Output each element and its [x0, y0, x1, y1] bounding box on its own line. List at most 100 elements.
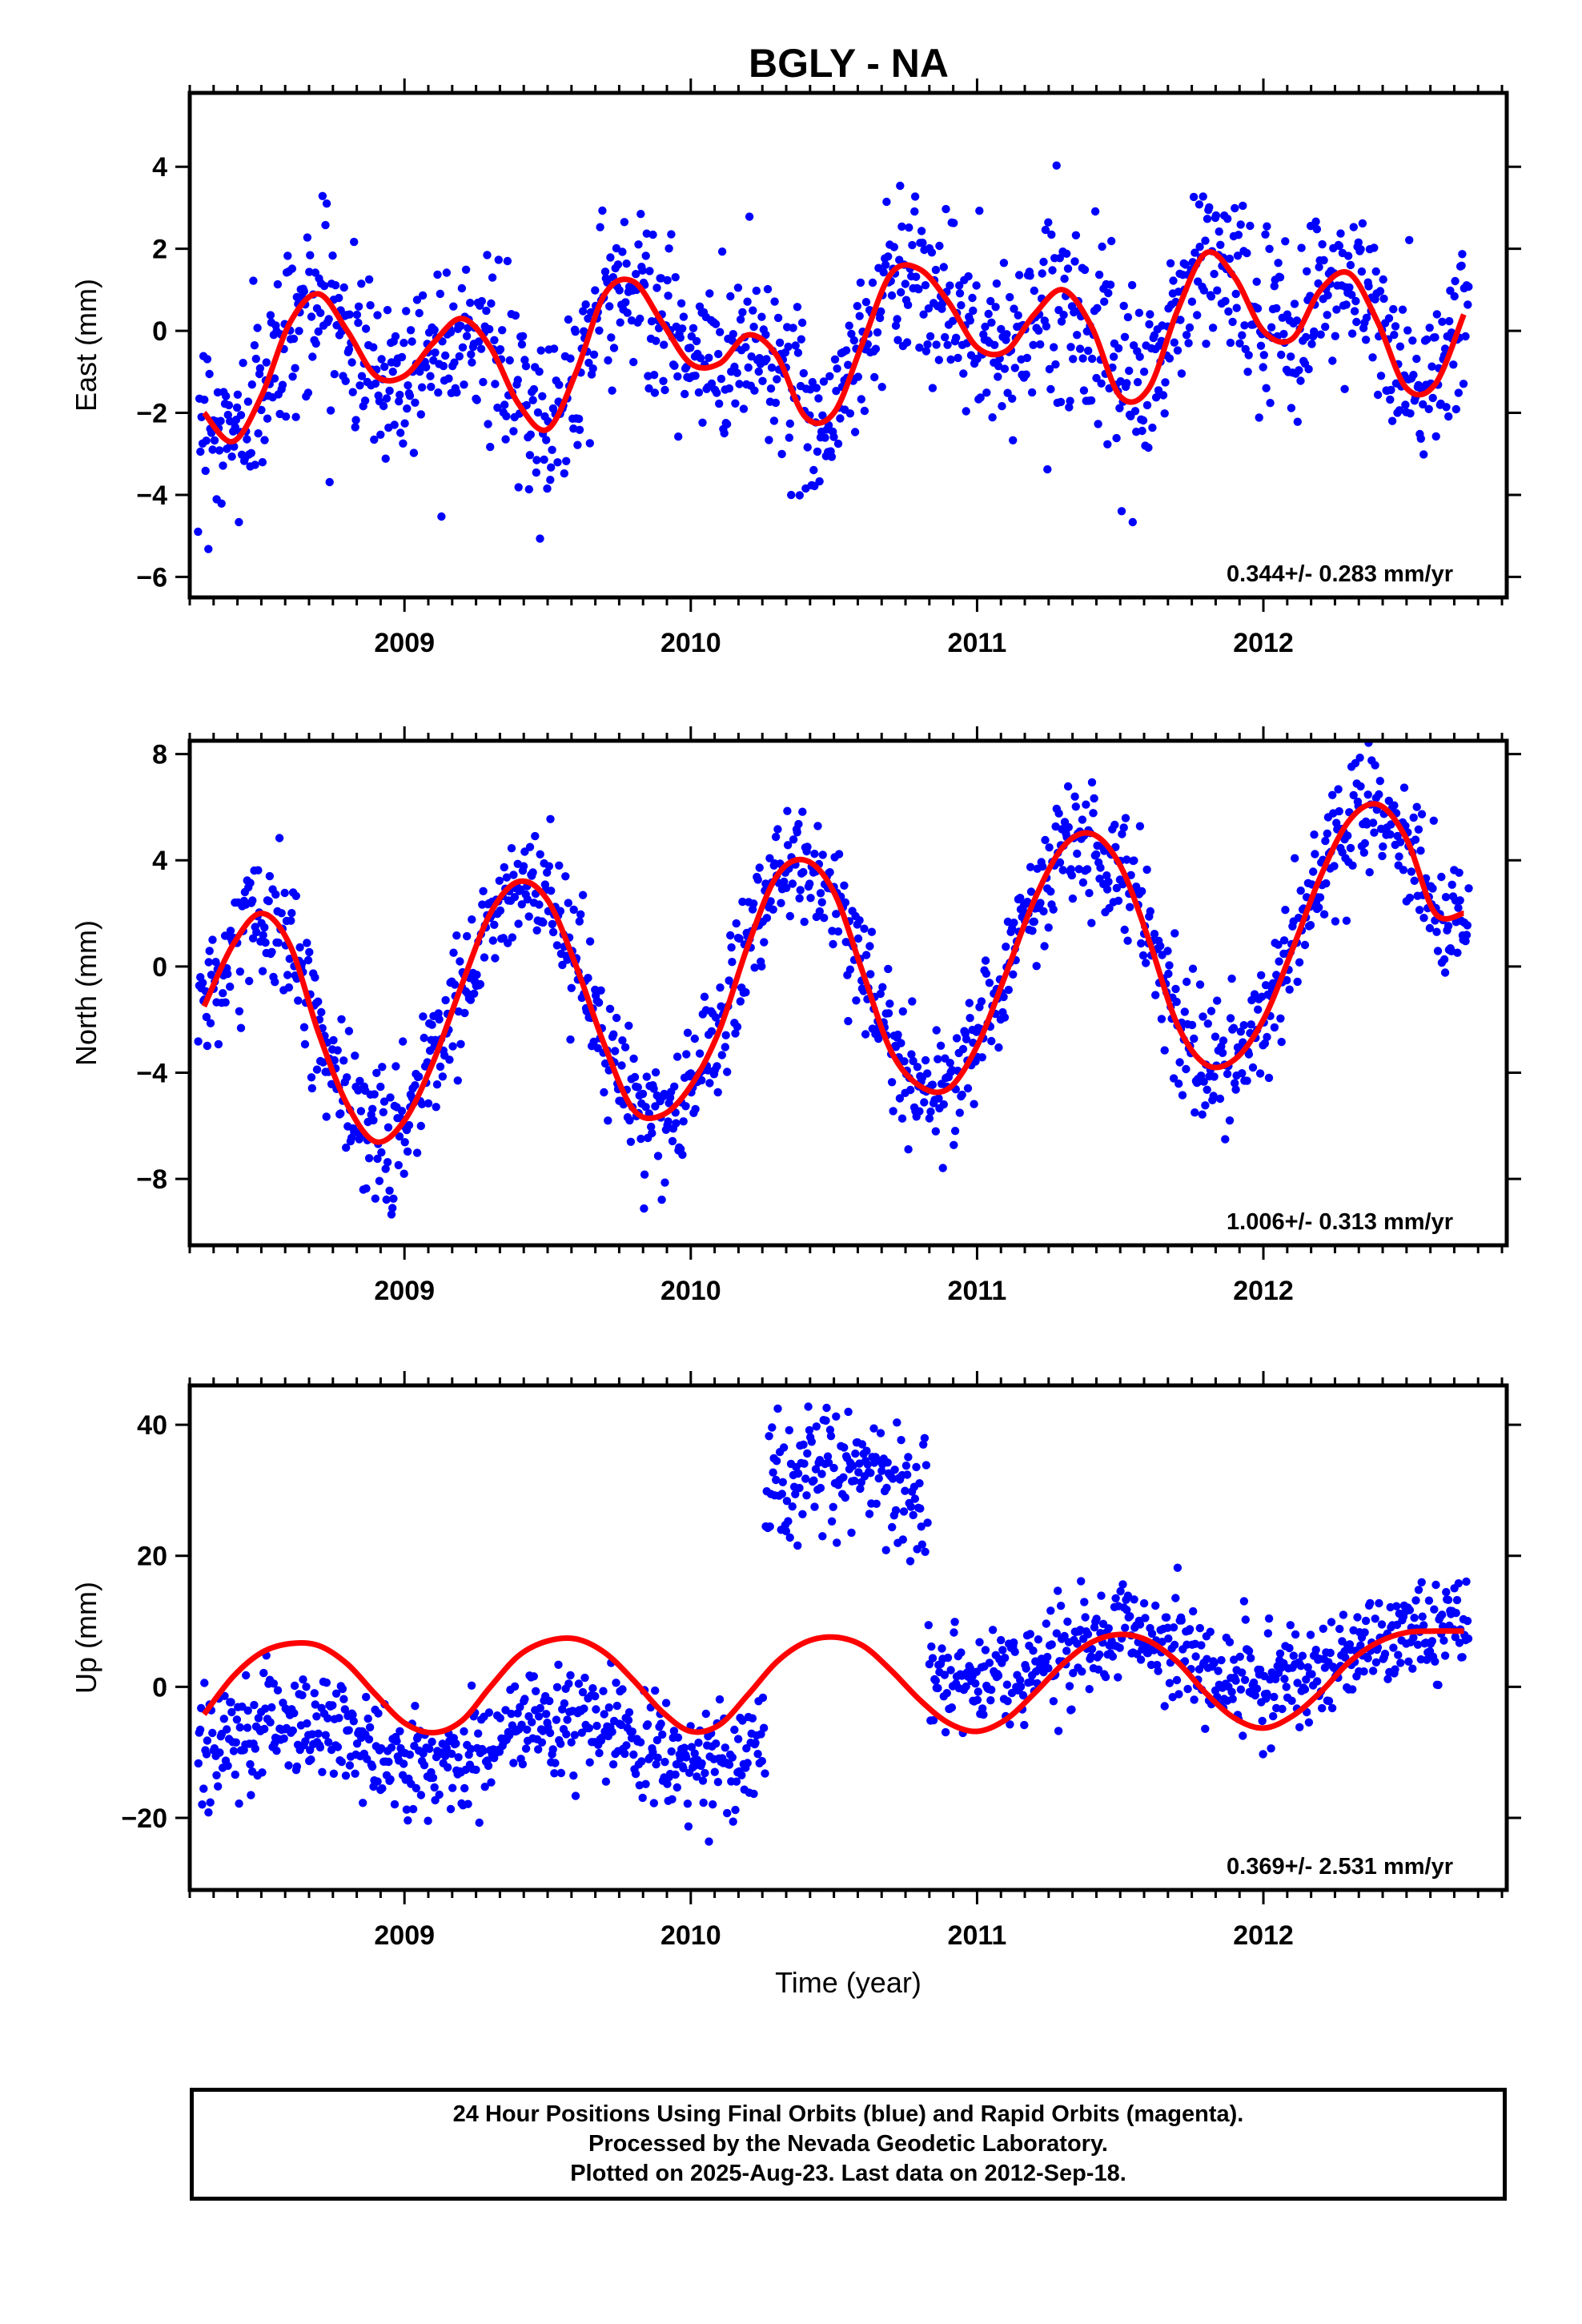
data-point	[1046, 887, 1055, 896]
data-point	[1114, 896, 1123, 906]
data-point	[246, 1759, 255, 1769]
data-point	[959, 369, 968, 378]
data-point	[560, 1699, 569, 1708]
x-tick-label: 2010	[661, 628, 721, 658]
data-point	[1289, 1651, 1299, 1660]
data-point	[219, 1715, 228, 1723]
data-point	[354, 1086, 363, 1095]
data-point	[509, 870, 518, 879]
data-point	[1236, 1027, 1246, 1036]
data-point	[1409, 1633, 1418, 1642]
data-point	[1082, 865, 1092, 874]
data-point	[199, 1784, 208, 1793]
data-point	[474, 337, 484, 346]
data-point	[717, 1051, 726, 1059]
data-point	[1180, 1007, 1190, 1016]
data-point	[1045, 843, 1054, 852]
data-point	[952, 1034, 962, 1043]
data-point	[514, 483, 523, 492]
rate-label: 1.006+/- 0.313 mm/yr	[1227, 1209, 1453, 1235]
data-point	[943, 1653, 953, 1663]
data-point	[1321, 836, 1330, 846]
data-point	[1318, 239, 1327, 249]
data-point	[287, 916, 295, 925]
data-point	[1066, 865, 1075, 874]
data-point	[584, 974, 592, 983]
data-point	[727, 943, 736, 952]
data-point	[496, 345, 505, 354]
data-point	[969, 306, 978, 316]
data-point	[513, 376, 522, 384]
data-point	[1150, 930, 1159, 939]
data-point	[1339, 1610, 1348, 1619]
data-point	[844, 1407, 853, 1417]
data-point	[707, 1027, 717, 1036]
data-point	[1213, 286, 1222, 295]
data-point	[1375, 287, 1385, 296]
data-point	[1060, 274, 1069, 283]
data-point	[798, 807, 807, 816]
data-point	[1295, 1723, 1304, 1731]
data-point	[738, 897, 747, 907]
data-point	[1321, 322, 1330, 332]
data-point	[532, 926, 541, 935]
data-point	[1244, 1647, 1254, 1655]
data-point	[673, 372, 682, 381]
data-point	[325, 477, 334, 487]
data-point	[1138, 887, 1146, 896]
data-point	[536, 346, 545, 355]
data-point	[204, 958, 213, 967]
data-point	[1238, 1069, 1247, 1078]
data-point	[1165, 1679, 1174, 1687]
data-point	[248, 896, 257, 905]
data-point	[815, 907, 824, 916]
data-point	[965, 999, 974, 1007]
data-point	[741, 343, 750, 352]
data-point	[608, 1727, 616, 1736]
data-point	[805, 1425, 814, 1435]
y-tick-label: −8	[136, 1164, 167, 1195]
data-point	[687, 1743, 697, 1751]
data-point	[526, 430, 535, 439]
data-point	[1144, 443, 1153, 452]
data-point	[663, 1779, 672, 1788]
data-point	[337, 1015, 346, 1024]
data-point	[689, 324, 698, 332]
data-point	[520, 1695, 529, 1703]
data-point	[656, 274, 665, 283]
data-point	[1297, 243, 1306, 252]
data-point	[596, 223, 604, 231]
data-point	[318, 1767, 327, 1776]
data-point	[1410, 876, 1419, 886]
data-point	[725, 1760, 734, 1769]
data-point	[1044, 218, 1053, 227]
data-point	[698, 1776, 708, 1785]
data-point	[331, 1689, 341, 1698]
data-point	[832, 910, 841, 919]
data-point	[1087, 1645, 1097, 1654]
data-point	[250, 1700, 259, 1710]
data-point	[642, 1072, 651, 1081]
data-point	[269, 1679, 279, 1688]
data-point	[491, 380, 500, 388]
data-point	[1174, 1080, 1183, 1088]
data-point	[518, 1759, 528, 1769]
data-point	[782, 883, 791, 893]
data-point	[796, 886, 805, 895]
data-point	[812, 384, 821, 392]
data-point	[1233, 251, 1243, 260]
data-point	[731, 1029, 740, 1038]
data-point	[1029, 1647, 1038, 1655]
data-point	[1260, 1039, 1270, 1048]
data-point	[751, 1739, 760, 1747]
data-point	[793, 1469, 803, 1478]
data-point	[299, 1023, 309, 1031]
data-point	[1010, 304, 1018, 313]
data-point	[1332, 818, 1341, 827]
data-point	[242, 1671, 251, 1680]
data-point	[1461, 937, 1470, 946]
data-point	[388, 368, 397, 376]
data-point	[1348, 861, 1357, 870]
model-fit-line	[202, 1628, 1464, 1736]
data-point	[981, 322, 990, 332]
